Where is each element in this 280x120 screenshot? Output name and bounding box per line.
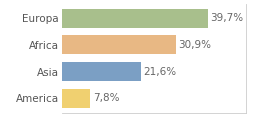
Text: 7,8%: 7,8%: [93, 93, 119, 103]
Bar: [62, 35, 176, 54]
Text: 21,6%: 21,6%: [144, 67, 177, 77]
Text: 39,7%: 39,7%: [211, 13, 244, 23]
Bar: [62, 89, 90, 108]
Text: 30,9%: 30,9%: [178, 40, 211, 50]
Bar: [62, 9, 208, 28]
Bar: [62, 62, 141, 81]
